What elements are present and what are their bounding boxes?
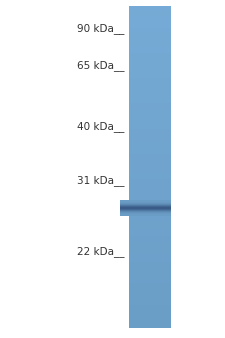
Text: 40 kDa__: 40 kDa__: [77, 121, 125, 132]
Text: 22 kDa__: 22 kDa__: [77, 246, 125, 257]
Text: 31 kDa__: 31 kDa__: [77, 175, 125, 186]
Text: 90 kDa__: 90 kDa__: [77, 23, 125, 34]
Text: 65 kDa__: 65 kDa__: [77, 61, 125, 71]
